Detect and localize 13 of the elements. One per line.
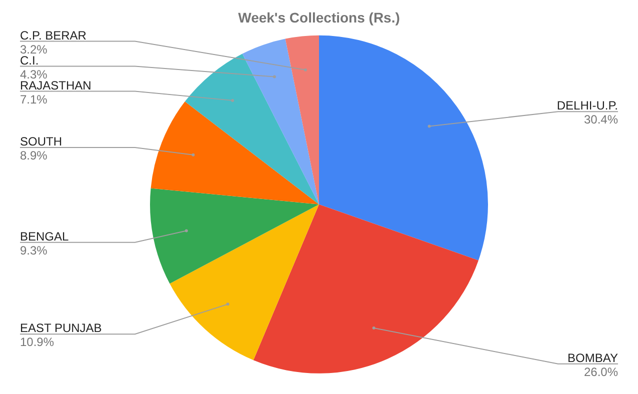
chart-title: Week's Collections (Rs.) — [238, 9, 400, 26]
slice-label: SOUTH — [20, 134, 62, 148]
slice-label: DELHI-U.P. — [556, 98, 618, 113]
data-label: 7.1% — [20, 92, 48, 106]
slice-label: BOMBAY — [568, 350, 618, 365]
slice-label: C.P. BERAR — [20, 28, 87, 42]
data-label: 8.9% — [20, 148, 48, 162]
data-label: 10.9% — [20, 335, 54, 350]
slice-label: EAST PUNJAB — [20, 321, 102, 336]
data-label: 30.4% — [584, 112, 618, 127]
data-label: 9.3% — [20, 243, 48, 258]
slice-label: BENGAL — [20, 229, 70, 244]
data-label: 26.0% — [584, 364, 618, 379]
